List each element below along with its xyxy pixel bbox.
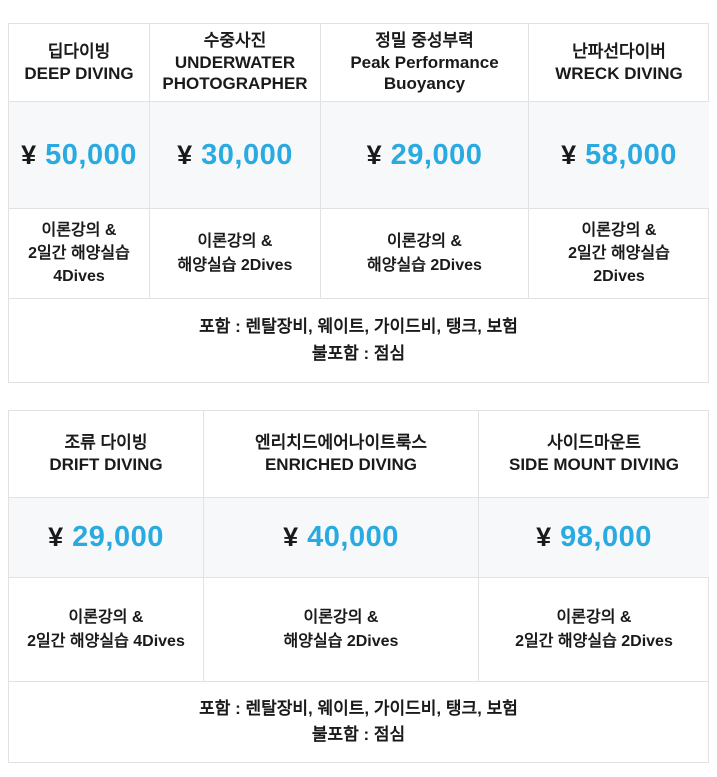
- excluded-items-text: 불포함 : 점심: [311, 343, 406, 363]
- price-cell-side-mount-diving: ¥ 98,000: [479, 498, 709, 578]
- details-cell-side-mount-diving: 이론강의 & 2일간 해양실습 2Dives: [479, 578, 709, 682]
- course-title-en: WRECK DIVING: [555, 63, 683, 83]
- course-header-peak-performance-buoyancy: 정밀 중성부력 Peak Performance Buoyancy: [321, 24, 529, 102]
- course-price-row: ¥ 50,000 ¥ 30,000 ¥ 29,000 ¥ 58,000: [9, 102, 709, 209]
- course-title-ko: 딥다이빙: [47, 41, 111, 61]
- course-header-row: 조류 다이빙 DRIFT DIVING 엔리치드에어나이트룩스 ENRICHED…: [9, 411, 709, 498]
- currency-symbol: ¥: [283, 522, 299, 552]
- inclusions-footer-row: 포함 : 렌탈장비, 웨이트, 가이드비, 탱크, 보험 불포함 : 점심: [9, 682, 708, 762]
- currency-symbol: ¥: [536, 522, 552, 552]
- course-details-row: 이론강의 & 2일간 해양실습 4Dives 이론강의 & 해양실습 2Dive…: [9, 209, 709, 299]
- course-price-row: ¥ 29,000 ¥ 40,000 ¥ 98,000: [9, 498, 709, 578]
- course-header-enriched-diving: 엔리치드에어나이트룩스 ENRICHED DIVING: [204, 411, 479, 498]
- course-title-ko: 사이드마운트: [547, 433, 641, 453]
- currency-symbol: ¥: [21, 139, 37, 170]
- course-title-en: SIDE MOUNT DIVING: [508, 455, 679, 474]
- course-title-en: DRIFT DIVING: [49, 455, 163, 474]
- price-cell-drift-diving: ¥ 29,000: [9, 498, 204, 578]
- currency-symbol: ¥: [177, 139, 193, 170]
- details-cell-peak-performance-buoyancy: 이론강의 & 해양실습 2Dives: [321, 209, 529, 299]
- price-table-specialty-2: 조류 다이빙 DRIFT DIVING 엔리치드에어나이트룩스 ENRICHED…: [8, 410, 709, 763]
- price-value: 30,000: [201, 138, 293, 171]
- included-items-text: 포함 : 렌탈장비, 웨이트, 가이드비, 탱크, 보험: [199, 317, 518, 337]
- course-title-ko: 조류 다이빙: [64, 433, 148, 453]
- price-value: 40,000: [307, 521, 399, 553]
- price-cell-underwater-photographer: ¥ 30,000: [150, 102, 321, 209]
- course-title-en: Peak Performance Buoyancy: [350, 52, 499, 94]
- inclusions-footer: 포함 : 렌탈장비, 웨이트, 가이드비, 탱크, 보험 불포함 : 점심: [9, 299, 708, 382]
- course-header-row: 딥다이빙 DEEP DIVING 수중사진 UNDERWATER PHOTOGR…: [9, 24, 709, 102]
- course-header-underwater-photographer: 수중사진 UNDERWATER PHOTOGRAPHER: [150, 24, 321, 102]
- price-value: 50,000: [45, 138, 137, 171]
- course-header-deep-diving: 딥다이빙 DEEP DIVING: [9, 24, 150, 102]
- price-value: 29,000: [390, 138, 483, 171]
- course-title-en: DEEP DIVING: [24, 63, 134, 83]
- price-value: 29,000: [72, 521, 164, 553]
- price-cell-wreck-diving: ¥ 58,000: [529, 102, 709, 209]
- details-cell-drift-diving: 이론강의 & 2일간 해양실습 4Dives: [9, 578, 204, 682]
- course-title-ko: 정밀 중성부력: [375, 30, 474, 50]
- price-cell-peak-performance-buoyancy: ¥ 29,000: [321, 102, 529, 209]
- inclusions-footer-row: 포함 : 렌탈장비, 웨이트, 가이드비, 탱크, 보험 불포함 : 점심: [9, 299, 708, 382]
- course-header-wreck-diving: 난파선다이버 WRECK DIVING: [529, 24, 709, 102]
- details-cell-wreck-diving: 이론강의 & 2일간 해양실습 2Dives: [529, 209, 709, 299]
- price-table-specialty-1: 딥다이빙 DEEP DIVING 수중사진 UNDERWATER PHOTOGR…: [8, 23, 709, 383]
- course-title-ko: 엔리치드에어나이트룩스: [254, 433, 428, 453]
- price-value: 98,000: [560, 521, 652, 553]
- details-cell-deep-diving: 이론강의 & 2일간 해양실습 4Dives: [9, 209, 150, 299]
- details-cell-underwater-photographer: 이론강의 & 해양실습 2Dives: [150, 209, 321, 299]
- course-title-en: ENRICHED DIVING: [264, 455, 418, 474]
- course-header-side-mount-diving: 사이드마운트 SIDE MOUNT DIVING: [479, 411, 709, 498]
- price-cell-deep-diving: ¥ 50,000: [9, 102, 150, 209]
- price-value: 58,000: [585, 138, 677, 171]
- currency-symbol: ¥: [561, 139, 577, 170]
- price-cell-enriched-diving: ¥ 40,000: [204, 498, 479, 578]
- course-details-row: 이론강의 & 2일간 해양실습 4Dives 이론강의 & 해양실습 2Dive…: [9, 578, 709, 682]
- inclusions-footer: 포함 : 렌탈장비, 웨이트, 가이드비, 탱크, 보험 불포함 : 점심: [9, 682, 708, 762]
- course-title-en: UNDERWATER PHOTOGRAPHER: [162, 52, 308, 94]
- course-title-ko: 난파선다이버: [572, 41, 666, 61]
- course-title-ko: 수중사진: [203, 30, 267, 50]
- excluded-items-text: 불포함 : 점심: [311, 725, 406, 744]
- currency-symbol: ¥: [366, 139, 382, 170]
- included-items-text: 포함 : 렌탈장비, 웨이트, 가이드비, 탱크, 보험: [199, 698, 518, 718]
- details-cell-enriched-diving: 이론강의 & 해양실습 2Dives: [204, 578, 479, 682]
- currency-symbol: ¥: [48, 522, 64, 552]
- course-header-drift-diving: 조류 다이빙 DRIFT DIVING: [9, 411, 204, 498]
